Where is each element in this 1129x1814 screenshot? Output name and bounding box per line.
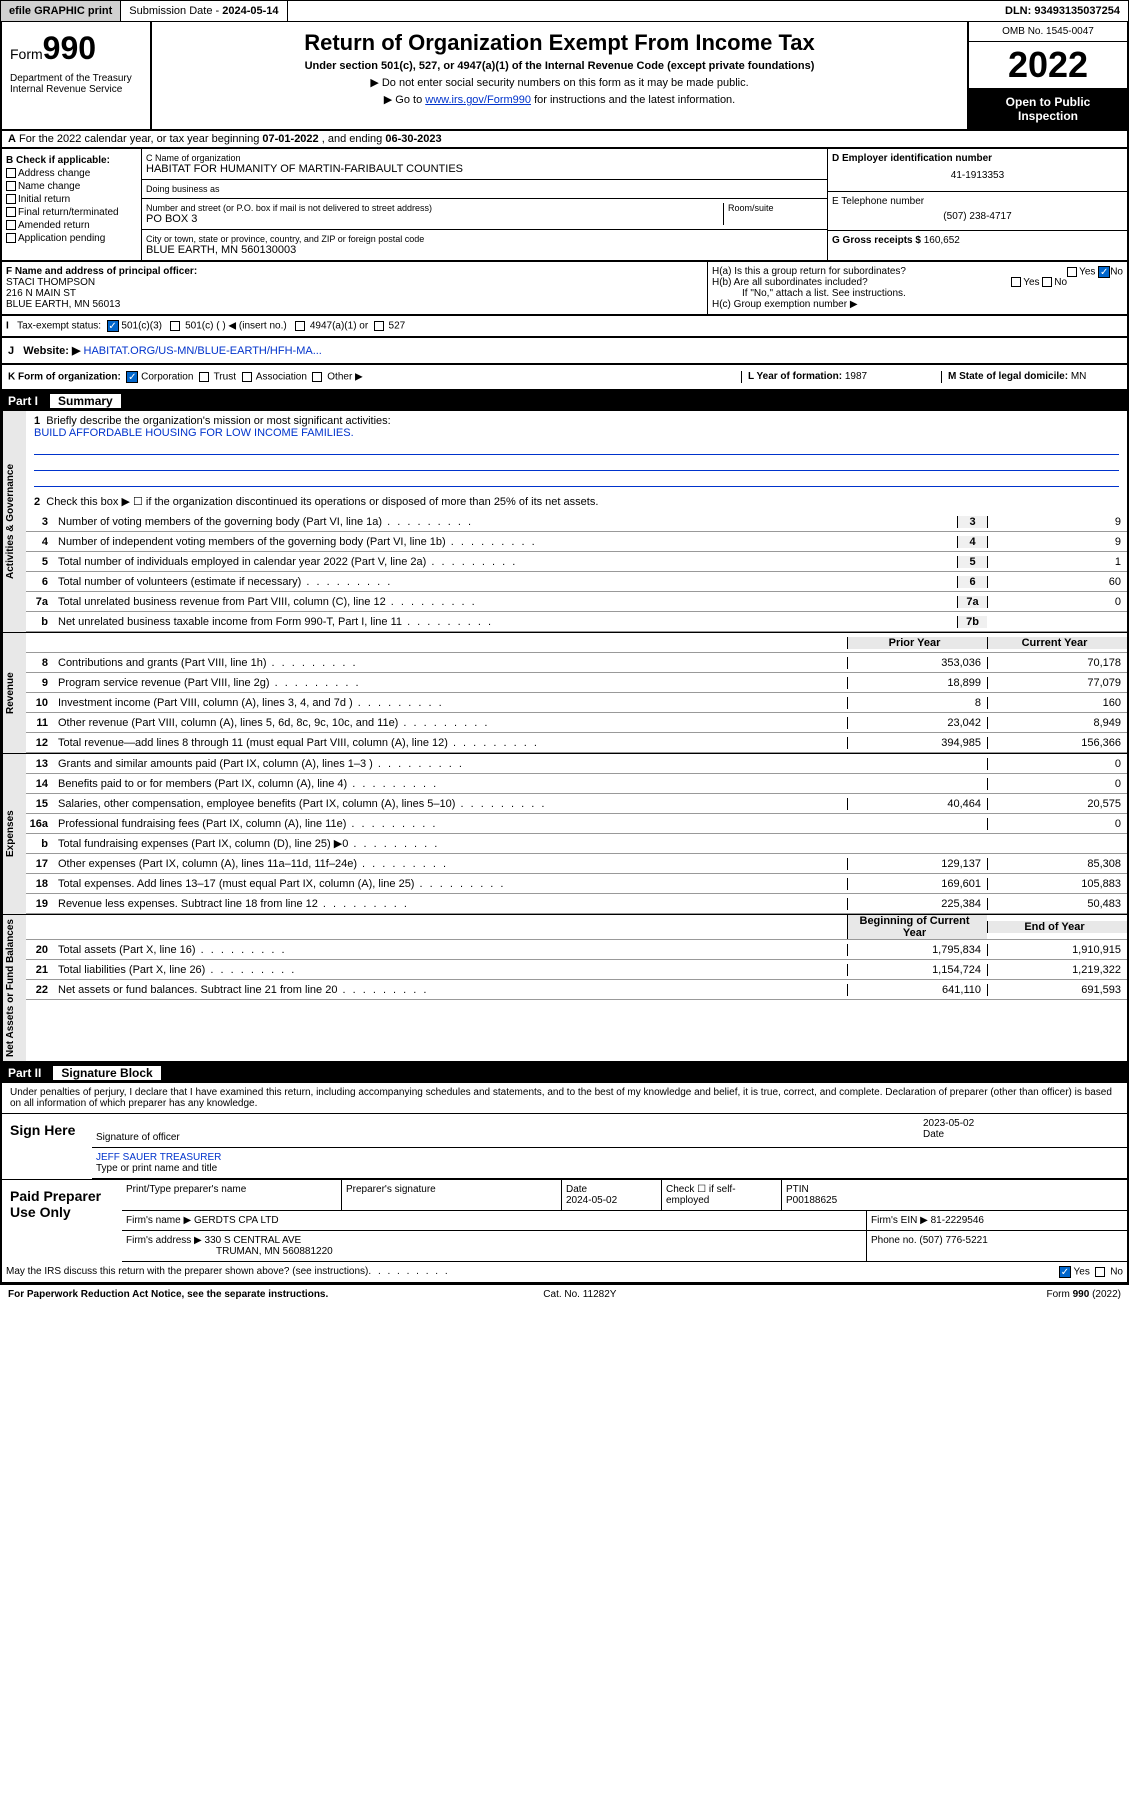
chk-discuss-no[interactable] — [1095, 1267, 1105, 1277]
fgh-row: F Name and address of principal officer:… — [0, 262, 1129, 316]
chk-501c[interactable] — [170, 321, 180, 331]
hb-note: If "No," attach a list. See instructions… — [712, 288, 1123, 299]
tax-year: 2022 — [969, 42, 1127, 89]
form-header: Form990 Department of the Treasury Inter… — [0, 22, 1129, 131]
summary-row: 18Total expenses. Add lines 13–17 (must … — [26, 874, 1127, 894]
chk-hb-yes[interactable] — [1011, 277, 1021, 287]
mission-text: BUILD AFFORDABLE HOUSING FOR LOW INCOME … — [34, 427, 354, 439]
chk-4947[interactable] — [295, 321, 305, 331]
prep-row-3: Firm's address ▶ 330 S CENTRAL AVETRUMAN… — [122, 1231, 1127, 1262]
efile-print-button[interactable]: efile GRAPHIC print — [1, 1, 121, 21]
chk-association[interactable] — [242, 372, 252, 382]
sig-name-line: JEFF SAUER TREASURERType or print name a… — [92, 1148, 1127, 1179]
org-name-row: C Name of organization HABITAT FOR HUMAN… — [142, 149, 827, 180]
gross-receipts-row: G Gross receipts $ 160,652 — [828, 231, 1127, 250]
net-header: Beginning of Current YearEnd of Year — [26, 915, 1127, 940]
sig-declaration: Under penalties of perjury, I declare th… — [2, 1083, 1127, 1113]
omb-number: OMB No. 1545-0047 — [969, 22, 1127, 42]
summary-row: 3Number of voting members of the governi… — [26, 512, 1127, 532]
chk-address-change[interactable] — [6, 168, 16, 178]
chk-501c3[interactable]: ✓ — [107, 320, 119, 332]
chk-other[interactable] — [312, 372, 322, 382]
summary-row: 9Program service revenue (Part VIII, lin… — [26, 673, 1127, 693]
hb-row: H(b) Are all subordinates included? Yes … — [712, 277, 1123, 288]
ha-row: H(a) Is this a group return for subordin… — [712, 266, 1123, 277]
mission-block: 1 Briefly describe the organization's mi… — [26, 411, 1127, 512]
summary-row: 14Benefits paid to or for members (Part … — [26, 774, 1127, 794]
part2-header: Part II Signature Block — [0, 1063, 1129, 1083]
chk-hb-no[interactable] — [1042, 277, 1052, 287]
summary-row: 16aProfessional fundraising fees (Part I… — [26, 814, 1127, 834]
summary-row: 8Contributions and grants (Part VIII, li… — [26, 653, 1127, 673]
irs-link[interactable]: www.irs.gov/Form990 — [425, 94, 531, 106]
topbar: efile GRAPHIC print Submission Date - 20… — [0, 0, 1129, 22]
tab-revenue: Revenue — [2, 633, 26, 753]
paid-preparer-label: Paid Preparer Use Only — [2, 1180, 122, 1262]
summary-row: 10Investment income (Part VIII, column (… — [26, 693, 1127, 713]
page-footer: For Paperwork Reduction Act Notice, see … — [0, 1284, 1129, 1304]
tab-governance: Activities & Governance — [2, 411, 26, 632]
k-row: K Form of organization: ✓ Corporation Tr… — [0, 365, 1129, 391]
website-link[interactable]: HABITAT.ORG/US-MN/BLUE-EARTH/HFH-MA... — [84, 345, 322, 357]
prep-row-2: Firm's name ▶ GERDTS CPA LTD Firm's EIN … — [122, 1211, 1127, 1231]
chk-final-return[interactable] — [6, 207, 16, 217]
hc-row: H(c) Group exemption number ▶ — [712, 299, 1123, 310]
summary-row: bNet unrelated business taxable income f… — [26, 612, 1127, 632]
street-row: Number and street (or P.O. box if mail i… — [142, 199, 827, 230]
chk-ha-no[interactable]: ✓ — [1098, 266, 1110, 278]
dln: DLN: 93493135037254 — [997, 1, 1128, 21]
chk-initial-return[interactable] — [6, 194, 16, 204]
prep-row-1: Print/Type preparer's name Preparer's si… — [122, 1180, 1127, 1211]
chk-corporation[interactable]: ✓ — [126, 371, 138, 383]
ein-row: D Employer identification number 41-1913… — [828, 149, 1127, 192]
summary-row: 21Total liabilities (Part X, line 26)1,1… — [26, 960, 1127, 980]
chk-527[interactable] — [374, 321, 384, 331]
chk-application-pending[interactable] — [6, 233, 16, 243]
open-public-badge: Open to Public Inspection — [969, 89, 1127, 129]
summary-row: 12Total revenue—add lines 8 through 11 (… — [26, 733, 1127, 753]
sign-here-label: Sign Here — [2, 1114, 92, 1179]
summary-row: 22Net assets or fund balances. Subtract … — [26, 980, 1127, 1000]
form-subtitle-1: Under section 501(c), 527, or 4947(a)(1)… — [160, 60, 959, 72]
summary-row: 13Grants and similar amounts paid (Part … — [26, 754, 1127, 774]
summary-row: bTotal fundraising expenses (Part IX, co… — [26, 834, 1127, 854]
summary-row: 6Total number of volunteers (estimate if… — [26, 572, 1127, 592]
summary-table: Activities & Governance 1 Briefly descri… — [0, 411, 1129, 1063]
tab-expenses: Expenses — [2, 754, 26, 914]
chk-trust[interactable] — [199, 372, 209, 382]
dba-row: Doing business as — [142, 180, 827, 199]
col-b-checkboxes: B Check if applicable: Address change Na… — [2, 149, 142, 260]
discuss-row: May the IRS discuss this return with the… — [2, 1262, 1127, 1282]
summary-row: 17Other expenses (Part IX, column (A), l… — [26, 854, 1127, 874]
chk-discuss-yes[interactable]: ✓ — [1059, 1266, 1071, 1278]
summary-row: 11Other revenue (Part VIII, column (A), … — [26, 713, 1127, 733]
signature-block: Under penalties of perjury, I declare th… — [0, 1083, 1129, 1284]
website-row: J Website: ▶ HABITAT.ORG/US-MN/BLUE-EART… — [0, 338, 1129, 365]
summary-row: 15Salaries, other compensation, employee… — [26, 794, 1127, 814]
entity-grid: B Check if applicable: Address change Na… — [0, 149, 1129, 262]
phone-row: E Telephone number (507) 238-4717 — [828, 192, 1127, 231]
summary-row: 5Total number of individuals employed in… — [26, 552, 1127, 572]
summary-row: 4Number of independent voting members of… — [26, 532, 1127, 552]
part1-header: Part I Summary — [0, 391, 1129, 411]
tab-netassets: Net Assets or Fund Balances — [2, 915, 26, 1061]
summary-row: 19Revenue less expenses. Subtract line 1… — [26, 894, 1127, 914]
tax-status-row: I Tax-exempt status: ✓ 501(c)(3) 501(c) … — [0, 316, 1129, 338]
chk-amended-return[interactable] — [6, 220, 16, 230]
rev-header: Prior YearCurrent Year — [26, 633, 1127, 653]
form-goto-link: ▶ Go to www.irs.gov/Form990 for instruct… — [160, 93, 959, 106]
summary-row: 7aTotal unrelated business revenue from … — [26, 592, 1127, 612]
submission-date: Submission Date - 2024-05-14 — [121, 1, 287, 21]
section-a-taxyear: A For the 2022 calendar year, or tax yea… — [0, 131, 1129, 149]
form-subtitle-2: ▶ Do not enter social security numbers o… — [160, 76, 959, 89]
chk-name-change[interactable] — [6, 181, 16, 191]
sig-officer-line: Signature of officer 2023-05-02Date — [92, 1114, 1127, 1148]
chk-ha-yes[interactable] — [1067, 267, 1077, 277]
form-number: Form990 — [10, 30, 142, 67]
summary-row: 20Total assets (Part X, line 16)1,795,83… — [26, 940, 1127, 960]
dept-treasury: Department of the Treasury Internal Reve… — [10, 73, 142, 95]
form-title: Return of Organization Exempt From Incom… — [160, 30, 959, 56]
city-row: City or town, state or province, country… — [142, 230, 827, 260]
